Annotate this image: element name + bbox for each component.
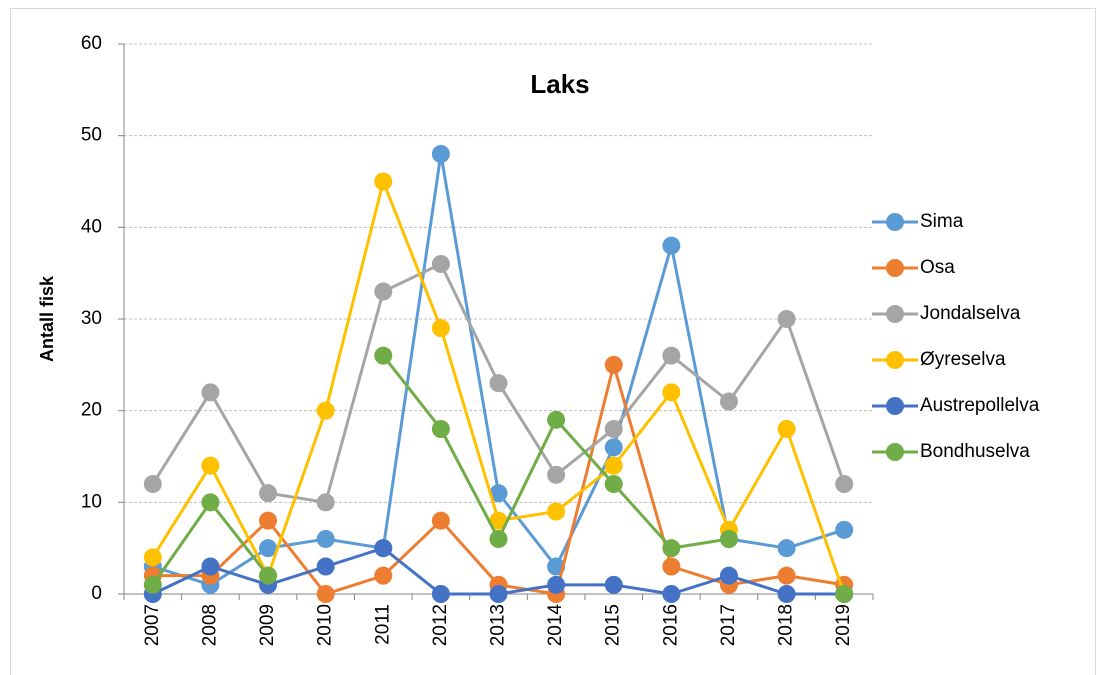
x-tick-label: 2015 [603, 604, 624, 646]
legend-label: Sima [920, 211, 964, 232]
data-point [316, 585, 335, 603]
data-point [143, 475, 162, 493]
legend-marker [886, 259, 904, 277]
data-point [374, 539, 393, 558]
x-tick-label: 2018 [776, 604, 797, 646]
data-point [604, 575, 623, 594]
data-point [431, 255, 450, 273]
data-point [547, 575, 566, 594]
data-point [316, 557, 335, 576]
data-point [374, 566, 393, 585]
data-point [259, 484, 278, 503]
y-tick-label: 0 [91, 583, 102, 604]
data-point [547, 410, 566, 429]
data-point [201, 557, 220, 576]
data-point [719, 530, 738, 548]
data-point [143, 575, 162, 594]
chart-title: Laks [530, 69, 589, 99]
legend-marker [886, 397, 904, 415]
data-point [719, 392, 738, 411]
x-tick-label: 2009 [257, 604, 278, 646]
y-tick-label: 60 [81, 33, 102, 54]
x-tick-label: 2013 [488, 604, 509, 646]
legend-label: Øyreselva [920, 349, 1006, 370]
x-tick-label: 2008 [199, 604, 220, 646]
legend-label: Osa [920, 257, 955, 278]
data-point [662, 539, 681, 558]
legend-label: Austrepollelva [920, 395, 1040, 416]
data-point [316, 530, 335, 548]
data-point [604, 355, 623, 374]
data-point [777, 310, 796, 328]
data-point [835, 585, 854, 603]
data-point [431, 319, 450, 338]
data-point [777, 420, 796, 438]
data-point [604, 456, 623, 475]
data-point [201, 383, 220, 402]
data-point [374, 282, 393, 301]
data-point [662, 557, 681, 576]
data-point [489, 530, 508, 548]
legend-marker [886, 213, 904, 231]
data-point [431, 145, 450, 163]
data-point [431, 420, 450, 438]
data-point [835, 475, 854, 493]
data-point [662, 346, 681, 365]
data-point [431, 511, 450, 530]
y-tick-label: 30 [81, 308, 102, 329]
x-tick-label: 2019 [833, 604, 854, 646]
legend-label: Bondhuselva [920, 441, 1030, 462]
y-axis-title: Antall fisk [37, 275, 57, 362]
data-point [489, 511, 508, 530]
data-point [431, 585, 450, 603]
data-point [201, 456, 220, 475]
data-point [662, 383, 681, 402]
data-point [547, 502, 566, 521]
y-tick-label: 40 [81, 216, 102, 237]
legend-marker [886, 305, 904, 323]
x-tick-label: 2016 [660, 604, 681, 646]
y-tick-label: 50 [81, 125, 102, 146]
data-point [777, 585, 796, 603]
y-tick-label: 10 [81, 491, 102, 512]
data-point [719, 566, 738, 585]
data-point [489, 374, 508, 393]
legend-label: Jondalselva [920, 303, 1021, 324]
data-point [489, 484, 508, 503]
data-point [259, 566, 278, 585]
x-tick-label: 2014 [545, 604, 566, 647]
data-point [489, 585, 508, 603]
x-tick-label: 2010 [315, 604, 336, 646]
data-point [777, 566, 796, 585]
data-point [662, 585, 681, 603]
data-point [143, 548, 162, 567]
data-point [316, 493, 335, 512]
data-point [259, 539, 278, 558]
data-point [604, 475, 623, 493]
data-point [259, 511, 278, 530]
y-tick-label: 20 [81, 400, 102, 421]
x-tick-label: 2017 [718, 604, 739, 646]
data-point [316, 401, 335, 420]
data-point [547, 465, 566, 484]
data-point [201, 493, 220, 512]
x-tick-label: 2011 [372, 604, 393, 645]
data-point [604, 438, 623, 457]
data-point [777, 539, 796, 558]
legend-marker [886, 443, 904, 461]
data-point [374, 172, 393, 191]
data-point [604, 420, 623, 438]
data-point [374, 346, 393, 365]
x-tick-label: 2012 [430, 604, 451, 646]
data-point [835, 520, 854, 539]
x-tick-label: 2007 [142, 604, 163, 646]
legend-marker [886, 351, 904, 369]
data-point [662, 236, 681, 255]
